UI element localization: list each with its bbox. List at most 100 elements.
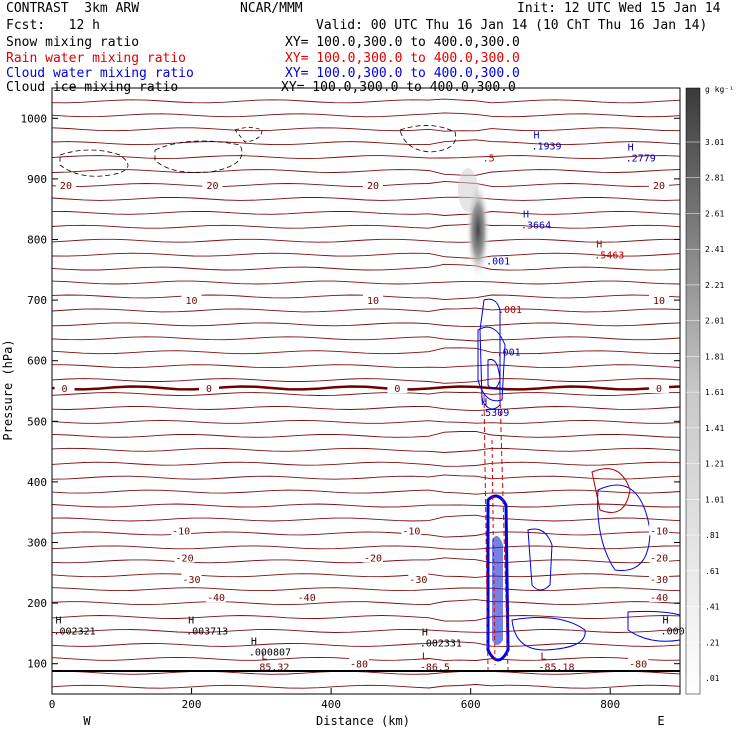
colorbar-tick-label: 2.01 <box>705 317 724 326</box>
y-tick-label: 200 <box>27 597 47 610</box>
extremum-value: .003713 <box>186 626 228 637</box>
plot-frame <box>51 87 681 695</box>
extremum-value: .001 <box>498 305 522 316</box>
colorbar-tick-label: 1.61 <box>705 388 724 397</box>
isotherm-label-bg <box>628 657 649 669</box>
extremum-marker: H <box>663 615 669 626</box>
isotherm-line <box>51 139 681 146</box>
west-label: W <box>83 714 91 728</box>
extremum-marker: H <box>628 143 634 154</box>
field-label-rain: Rain water mixing ratio <box>6 51 187 66</box>
colorbar-tick-label: 2.41 <box>705 245 724 254</box>
isotherm-line <box>51 322 681 328</box>
cloud-water-contour <box>597 484 651 571</box>
colorbar-tick-label: 1.41 <box>705 424 724 433</box>
isotherm-label: 10 <box>186 296 198 307</box>
isotherm-line <box>51 347 681 355</box>
rain-contour <box>483 394 489 671</box>
isotherm-label: 20 <box>653 181 665 192</box>
extremum-value: .5309 <box>479 408 509 419</box>
cloud-ice-contour <box>234 127 263 143</box>
isotherm-label-bg <box>181 294 202 306</box>
isotherm-line <box>51 599 681 606</box>
cloud-water-contour <box>527 528 553 591</box>
isotherm-label-bg <box>171 524 192 536</box>
header-model: CONTRAST 3km ARW <box>6 1 140 16</box>
isotherm-line <box>51 98 681 104</box>
isotherm-label: -80 <box>350 660 368 671</box>
isotherm-label-bg <box>649 381 670 393</box>
isotherm-label: -40 <box>298 593 316 604</box>
temperature-isotherms <box>51 98 681 689</box>
isotherm-line <box>51 629 681 633</box>
isotherm-line <box>51 391 681 396</box>
isotherm-line <box>51 112 681 118</box>
extremum-marker: H <box>596 240 602 251</box>
colorbar-tick-label: 1.81 <box>705 352 724 361</box>
hydrometeor-fields <box>59 125 681 671</box>
isotherm-label: -30 <box>183 575 201 586</box>
isotherm-line <box>51 280 681 285</box>
y-tick-label: 900 <box>27 173 47 186</box>
contour-labels: -80 -80 -40 -40 -40 -30 -30 -30 -20 -20 -20 -10 -10 -… <box>53 131 690 674</box>
isotherm-label: 20 <box>60 181 72 192</box>
isotherm-line <box>51 531 681 538</box>
x-tick-label: 800 <box>600 698 620 711</box>
field-label-snow: Snow mixing ratio <box>6 35 140 50</box>
isotherm-label-bg <box>649 178 670 190</box>
extremum-value: .5463 <box>594 251 624 262</box>
header-org: NCAR/MMM <box>240 1 303 16</box>
extremum-value: .002331 <box>420 638 462 649</box>
isotherm-label: -30 <box>650 575 668 586</box>
isotherm-line <box>51 127 681 132</box>
east-label: E <box>657 714 664 728</box>
isotherm-line <box>51 684 681 689</box>
isotherm-label-bg <box>362 551 383 563</box>
extremum-marker: H <box>251 637 257 648</box>
x-tick-label: 200 <box>182 698 202 711</box>
isotherm-line <box>51 447 681 453</box>
y-tick-label: 800 <box>27 234 47 247</box>
isotherm-line <box>51 364 681 369</box>
colorbar-ticks: .01 .21 .41 .61 .81 1.01 1.21 1.41 1.61 1.81 2.01 2… <box>686 138 724 683</box>
cloud-water-contour <box>511 617 586 651</box>
header-fcst: Fcst: 12 h <box>6 18 100 33</box>
isotherm-line <box>51 223 681 229</box>
extremum-value: .000807 <box>249 648 291 659</box>
extremum-value: 85.32 <box>259 663 289 674</box>
colorbar-tick-label: 1.01 <box>705 495 724 504</box>
isotherm-line <box>51 196 681 201</box>
isotherm-line <box>51 587 681 592</box>
isotherm-label-bg <box>362 294 383 306</box>
y-tick-label: 500 <box>27 415 47 428</box>
extremum-value: .0007 <box>661 626 691 637</box>
isotherm-label-bg <box>649 294 670 306</box>
extremum-marker: H <box>481 397 487 408</box>
isotherm-label: 0 <box>62 384 68 395</box>
isotherm-line <box>51 573 681 578</box>
x-axis-title: Distance (km) <box>316 714 410 728</box>
isotherm-label-bg <box>205 591 226 603</box>
isotherm-line <box>51 406 681 412</box>
field-xy-snow: XY= 100.0,300.0 to 400.0,300.0 <box>285 35 520 50</box>
isotherm-label: -40 <box>207 593 225 604</box>
field-label-cloudwater: Cloud water mixing ratio <box>6 66 194 81</box>
isotherm-label: 0 <box>394 384 400 395</box>
extremum-marker: H <box>422 627 428 638</box>
isotherm-label-bg <box>55 178 76 190</box>
rain-contour <box>499 394 509 671</box>
colorbar-tick-label: .61 <box>705 567 720 576</box>
isotherm-label-bg <box>649 591 670 603</box>
x-tick-label: 400 <box>321 698 341 711</box>
isotherm-label: 10 <box>653 296 665 307</box>
cloud-water-contour <box>477 326 506 402</box>
isotherm-zero <box>51 385 681 391</box>
isotherm-line <box>51 155 681 160</box>
isotherm-label-bg <box>199 381 219 393</box>
isotherm-line <box>51 461 681 467</box>
y-tick-label: 600 <box>27 355 47 368</box>
y-tick-label: 400 <box>27 476 47 489</box>
extremum-value: -85.18 <box>538 663 574 674</box>
cloud-ice-contour <box>399 125 457 153</box>
